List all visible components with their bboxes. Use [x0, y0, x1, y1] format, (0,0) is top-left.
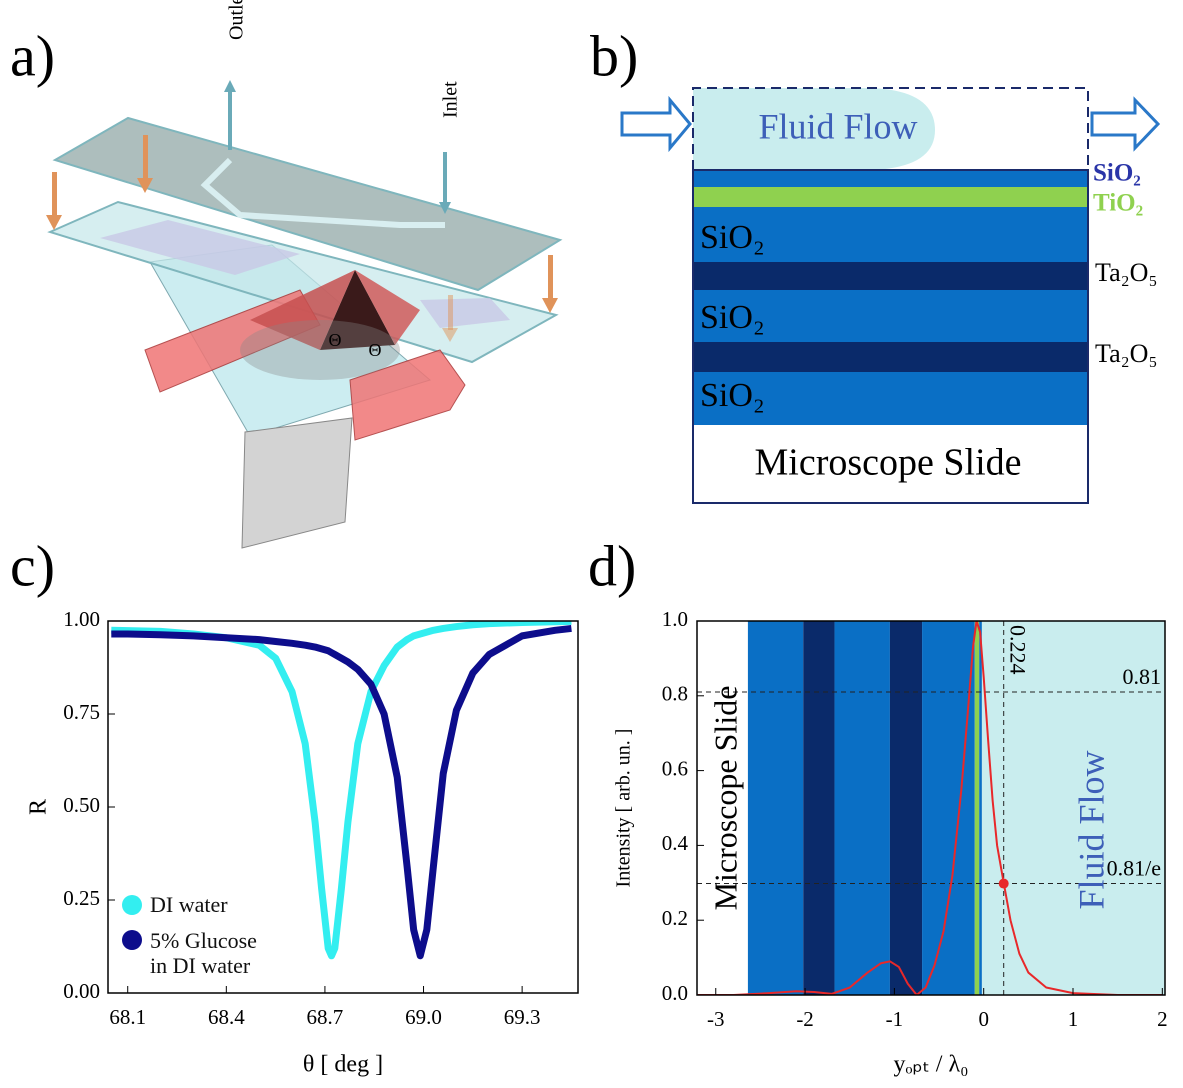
layer-label: SiO₂: [700, 299, 765, 336]
y-tick-label: 0.50: [63, 793, 100, 817]
layer-label: Ta₂O₅: [1095, 258, 1158, 287]
layer-label: SiO₂: [1093, 160, 1141, 187]
panel-b-diagram: Fluid Flow SiO₂ TiO₂ SiO₂ SiO₂ SiO₂ Ta₂O…: [622, 88, 1158, 503]
y-tick-label: 0.8: [662, 682, 688, 706]
layer-region: [748, 621, 803, 995]
layer-label: Ta₂O₅: [1095, 339, 1158, 368]
x-tick-label: 68.4: [208, 1005, 245, 1029]
angle-label: Θ: [329, 330, 342, 350]
annotation: Microscope Slide: [707, 686, 743, 911]
x-tick-label: 0: [978, 1007, 989, 1031]
outlet-label: Outlet: [226, 0, 248, 40]
layer-region: [835, 621, 890, 995]
y-tick-label: 0.75: [63, 700, 100, 724]
layer-label: SiO₂: [700, 219, 765, 256]
y-tick-label: 0.2: [662, 906, 688, 930]
y-tick-label: 0.6: [662, 756, 688, 780]
layer-label: TiO₂: [1093, 190, 1143, 217]
layer-region: [890, 621, 922, 995]
panel-label: b): [590, 23, 638, 88]
x-tick-label: 69.3: [504, 1005, 541, 1029]
layer-label: SiO₂: [700, 377, 765, 414]
layer-region: [922, 621, 975, 995]
annotation: Fluid Flow: [1071, 750, 1111, 909]
layer-region: [975, 621, 979, 995]
y-tick-label: 0.0: [662, 981, 688, 1005]
x-tick-label: 68.7: [307, 1005, 344, 1029]
y-tick-label: 0.00: [63, 979, 100, 1003]
x-axis-label: yₒₚₜ / λ₀: [894, 1052, 969, 1078]
y-axis-label: R: [26, 799, 52, 815]
figure: a) b) c) d) Outlet Inlet Θ Θ: [0, 0, 1183, 1088]
x-tick-label: -1: [886, 1007, 904, 1031]
legend-marker: [122, 895, 142, 915]
x-tick-label: 69.0: [405, 1005, 442, 1029]
y-tick-label: 1.0: [662, 607, 688, 631]
reference-label: 0.81/e: [1107, 856, 1161, 881]
x-tick-label: -2: [796, 1007, 814, 1031]
legend-marker: [122, 930, 142, 950]
panel-label: d): [588, 533, 636, 598]
slide-label: Microscope Slide: [754, 442, 1021, 484]
panel-a-drawing: Outlet Inlet Θ Θ: [46, 0, 560, 548]
legend-entry: 5% Glucose in DI water: [150, 928, 278, 978]
x-tick-label: 68.1: [109, 1005, 146, 1029]
layer-region: [979, 621, 982, 995]
angle-label: Θ: [369, 340, 382, 360]
marker-point: [999, 879, 1009, 889]
y-tick-label: 0.4: [662, 831, 689, 855]
figure-canvas: a) b) c) d) Outlet Inlet Θ Θ: [0, 0, 1183, 1088]
legend-entry: DI water: [150, 892, 278, 917]
panel-label: c): [10, 533, 55, 598]
y-tick-label: 1.00: [63, 607, 100, 631]
reference-label: 0.224: [1006, 625, 1031, 674]
reference-label: 0.81: [1123, 664, 1162, 689]
layer-region: [803, 621, 834, 995]
x-tick-label: -3: [707, 1007, 725, 1031]
x-axis-label: θ [ deg ]: [303, 1052, 383, 1078]
panel-label: a): [10, 23, 55, 88]
y-axis-label: Intensity [ arb. un. ]: [613, 729, 635, 888]
y-tick-label: 0.25: [63, 886, 100, 910]
inlet-label: Inlet: [440, 81, 462, 118]
x-tick-label: 1: [1068, 1007, 1079, 1031]
flow-label: Fluid Flow: [758, 106, 917, 146]
x-tick-label: 2: [1157, 1007, 1168, 1031]
